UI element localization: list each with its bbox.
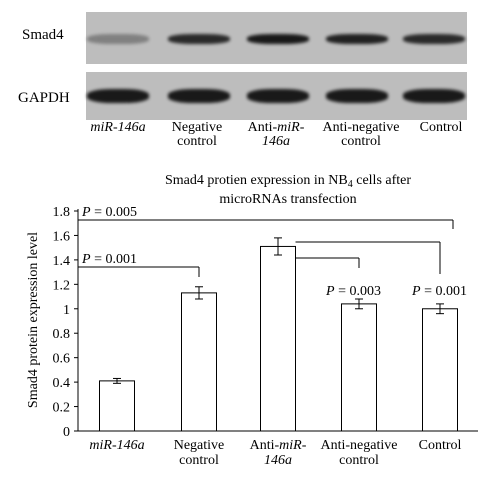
lane-label-negative-control: Negative control	[171, 120, 223, 149]
bar	[341, 303, 377, 432]
blot-strip-gapdh	[86, 72, 467, 120]
bar	[181, 292, 217, 432]
category-label-line2: control	[179, 453, 219, 468]
y-tick-label: 1.6	[53, 229, 71, 244]
blot-band	[247, 34, 309, 44]
blot-band	[403, 34, 465, 44]
category-label-line2: 146a	[264, 453, 292, 468]
p-value-label: P = 0.003	[325, 284, 381, 299]
blot-band	[247, 89, 309, 103]
blot-row-label-gapdh: GAPDH	[18, 90, 70, 106]
chart-title-line1: Smad4 protien expression in NB4 cells af…	[165, 173, 411, 190]
category-label: Control	[419, 438, 462, 453]
blot-band	[87, 89, 149, 103]
y-tick-label: 1.4	[53, 254, 71, 269]
y-tick-label: 0.6	[53, 352, 71, 367]
y-tick-label: 0.2	[53, 401, 71, 416]
y-axis-label: Smad4 protein expression level	[26, 232, 41, 408]
p-value-label: P = 0.001	[411, 284, 467, 299]
blot-row-label-smad4: Smad4	[22, 27, 64, 43]
y-tick-label: 0.4	[53, 376, 71, 391]
y-tick-label: 1.8	[53, 205, 71, 220]
lane-label-mir146a: miR-146a	[90, 120, 146, 135]
bar	[99, 380, 135, 432]
lane-label-anti-mir146a: Anti-miR- 146a	[247, 120, 305, 149]
blot-strip-smad4	[86, 12, 467, 64]
y-tick-label: 1.2	[53, 278, 71, 293]
blot-band	[326, 34, 388, 44]
y-tick-label: 0	[63, 425, 70, 440]
blot-band	[403, 89, 465, 103]
category-label-line2: control	[339, 453, 379, 468]
lane-label-control: Control	[419, 120, 463, 135]
category-label: Anti-negative	[321, 438, 398, 453]
blot-band	[326, 89, 388, 103]
bar	[260, 245, 296, 432]
category-label: Anti-miR-	[250, 438, 307, 453]
p-value-label: P = 0.001	[81, 252, 137, 267]
lane-label-anti-negative-control: Anti-negative control	[322, 120, 400, 149]
y-tick-label: 1	[63, 303, 70, 318]
y-tick-label: 0.8	[53, 327, 71, 342]
bar	[422, 308, 458, 432]
category-label: miR-146a	[89, 438, 144, 453]
category-label: Negative	[174, 438, 225, 453]
blot-band	[168, 34, 230, 44]
p-value-label: P = 0.005	[81, 205, 137, 220]
blot-band	[87, 34, 149, 44]
blot-band	[168, 89, 230, 103]
chart-title-line2: microRNAs transfection	[219, 192, 356, 207]
